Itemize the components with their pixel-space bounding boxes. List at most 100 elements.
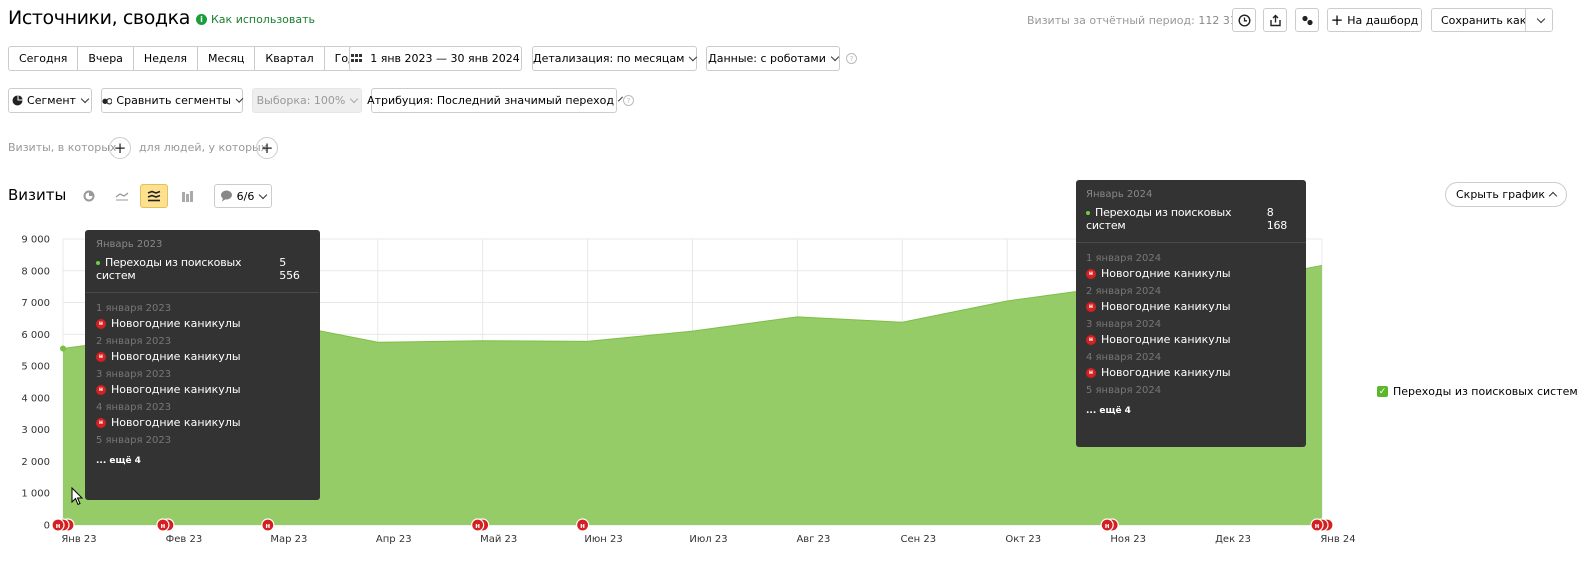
event-item[interactable]: н Новогодние каникулы (1086, 366, 1296, 379)
period-quarter[interactable]: Квартал (255, 47, 325, 70)
compare-segments-label: Сравнить сегменты (116, 94, 231, 107)
tooltip-series-name: Переходы из поисковых систем (96, 256, 242, 282)
info-icon: i (196, 14, 207, 25)
x-tick-label: Июл 23 (689, 534, 727, 545)
attribution-dropdown[interactable]: Атрибуция: Последний значимый переход (367, 88, 623, 113)
x-tick-label: Дек 23 (1215, 534, 1251, 545)
event-name: Новогодние каникулы (111, 383, 241, 396)
chart-type-pie-button[interactable] (75, 184, 103, 208)
plus-icon: + (113, 139, 127, 157)
metric-label: Визиты (8, 186, 67, 204)
annotations-dropdown[interactable]: 6/6 (214, 184, 272, 208)
help-icon[interactable]: ? (846, 53, 857, 64)
period-yesterday[interactable]: Вчера (78, 47, 134, 70)
event-marker-icon: н (1086, 367, 1096, 378)
chevron-down-icon (259, 190, 268, 199)
plus-icon: + (260, 139, 274, 157)
how-to-use-link[interactable]: i Как использовать (196, 13, 315, 26)
chevron-down-icon (1536, 14, 1545, 23)
tooltip-series-row: Переходы из поисковых систем 8 168 (1086, 206, 1296, 232)
y-tick-label: 4 000 (21, 393, 50, 404)
attribution-label: Атрибуция: Последний значимый переход (367, 94, 614, 107)
period-week[interactable]: Неделя (134, 47, 198, 70)
tooltip-series-value: 8 168 (1266, 206, 1288, 232)
period-month[interactable]: Месяц (198, 47, 256, 70)
sample-label: Выборка: 100% (256, 94, 346, 107)
hide-chart-button[interactable]: Скрыть график (1445, 182, 1568, 207)
compare-segments-dropdown[interactable]: Сравнить сегменты (101, 88, 244, 113)
x-tick-label: Авг 23 (796, 534, 830, 545)
event-marker-icon: н (96, 417, 106, 428)
event-item[interactable]: н Новогодние каникулы (96, 350, 309, 363)
y-tick-label: 1 000 (21, 489, 50, 500)
event-name: Новогодние каникулы (111, 350, 241, 363)
comment-icon (220, 190, 232, 202)
data-mode-dropdown[interactable]: Данные: с роботами (706, 46, 840, 71)
x-tick-label: Май 23 (480, 534, 517, 545)
event-marker-icon (471, 518, 485, 532)
detail-dropdown[interactable]: Детализация: по месяцам (532, 46, 698, 71)
event-item[interactable]: н Новогодние каникулы (96, 383, 309, 396)
history-button[interactable] (1232, 8, 1256, 32)
date-range-button[interactable]: 1 янв 2023 — 30 янв 2024 (349, 46, 522, 71)
settings-icon (1301, 15, 1313, 25)
chart-area-icon (147, 190, 161, 202)
help-icon[interactable]: ? (623, 95, 634, 106)
tooltip-more-link[interactable]: ... ещё 4 (96, 456, 141, 466)
event-item[interactable]: н Новогодние каникулы (1086, 333, 1296, 346)
event-name: Новогодние каникулы (1101, 267, 1231, 280)
settings-button[interactable] (1295, 8, 1319, 32)
save-as-dropdown[interactable] (1525, 9, 1553, 31)
y-tick-label: 5 000 (21, 362, 50, 373)
export-button[interactable] (1263, 8, 1287, 32)
tooltip-more-link[interactable]: ... ещё 4 (1086, 406, 1131, 416)
visits-total: Визиты за отчётный период: 112 311 (1027, 14, 1244, 27)
add-people-filter-button[interactable]: + (256, 137, 278, 159)
chart-type-line-button[interactable] (108, 184, 136, 208)
event-marker-icon: н (96, 318, 106, 329)
tooltip-event-list: 1 января 2023 н Новогодние каникулы 2 янв… (96, 303, 309, 466)
event-marker-icon (261, 518, 275, 532)
add-visits-filter-button[interactable]: + (109, 137, 131, 159)
event-item[interactable]: н Новогодние каникулы (96, 416, 309, 429)
to-dashboard-button[interactable]: + На дашборд (1327, 8, 1422, 32)
event-item[interactable]: н Новогодние каникулы (1086, 267, 1296, 280)
event-item[interactable]: н Новогодние каникулы (1086, 300, 1296, 313)
visits-total-label: Визиты за отчётный период: (1027, 14, 1195, 27)
tooltip-event-list: 1 января 2024 н Новогодние каникулы 2 янв… (1086, 253, 1296, 416)
event-marker-label: н (1105, 522, 1110, 530)
people-filter-label: для людей, у которых (139, 141, 268, 154)
data-point (60, 345, 66, 352)
chart-pie-icon (83, 190, 95, 202)
y-tick-label: 6 000 (21, 330, 50, 341)
plus-icon: + (1330, 10, 1344, 29)
annotations-count: 6/6 (236, 189, 255, 203)
tooltip-month: Январь 2024 (1086, 189, 1153, 200)
segment-label: Сегмент (27, 94, 76, 107)
event-date: 3 января 2024 (1086, 319, 1162, 330)
event-marker-icon (575, 518, 590, 532)
sample-dropdown[interactable]: Выборка: 100% (252, 88, 362, 113)
tooltip-series-value: 5 556 (279, 256, 300, 282)
event-name: Новогодние каникулы (1101, 366, 1231, 379)
tooltip-january-2024: Январь 2024 Переходы из поисковых систем… (1076, 180, 1306, 447)
chart-bar-icon (181, 191, 193, 202)
chart-type-bar-button[interactable] (173, 184, 201, 208)
event-date: 1 января 2024 (1086, 253, 1162, 264)
event-date: 2 января 2023 (96, 336, 172, 347)
calendar-icon (351, 54, 363, 62)
to-dashboard-label: На дашборд (1347, 13, 1419, 27)
data-mode-label: Данные: с роботами (708, 52, 826, 65)
chart-type-area-button[interactable] (140, 184, 168, 208)
event-item[interactable]: н Новогодние каникулы (96, 317, 309, 330)
event-name: Новогодние каникулы (111, 416, 241, 429)
tooltip-series-row: Переходы из поисковых систем 5 556 (96, 256, 309, 282)
y-tick-label: 7 000 (21, 298, 50, 309)
x-tick-label: Янв 23 (61, 534, 96, 545)
save-as-button[interactable]: Сохранить как (1431, 8, 1553, 32)
segment-dropdown[interactable]: Сегмент (8, 88, 92, 113)
period-today[interactable]: Сегодня (9, 47, 79, 70)
series-area (63, 265, 1322, 525)
period-selector: Сегодня Вчера Неделя Месяц Квартал Год (8, 46, 367, 71)
checkbox-icon[interactable]: ✓ (1377, 386, 1388, 397)
